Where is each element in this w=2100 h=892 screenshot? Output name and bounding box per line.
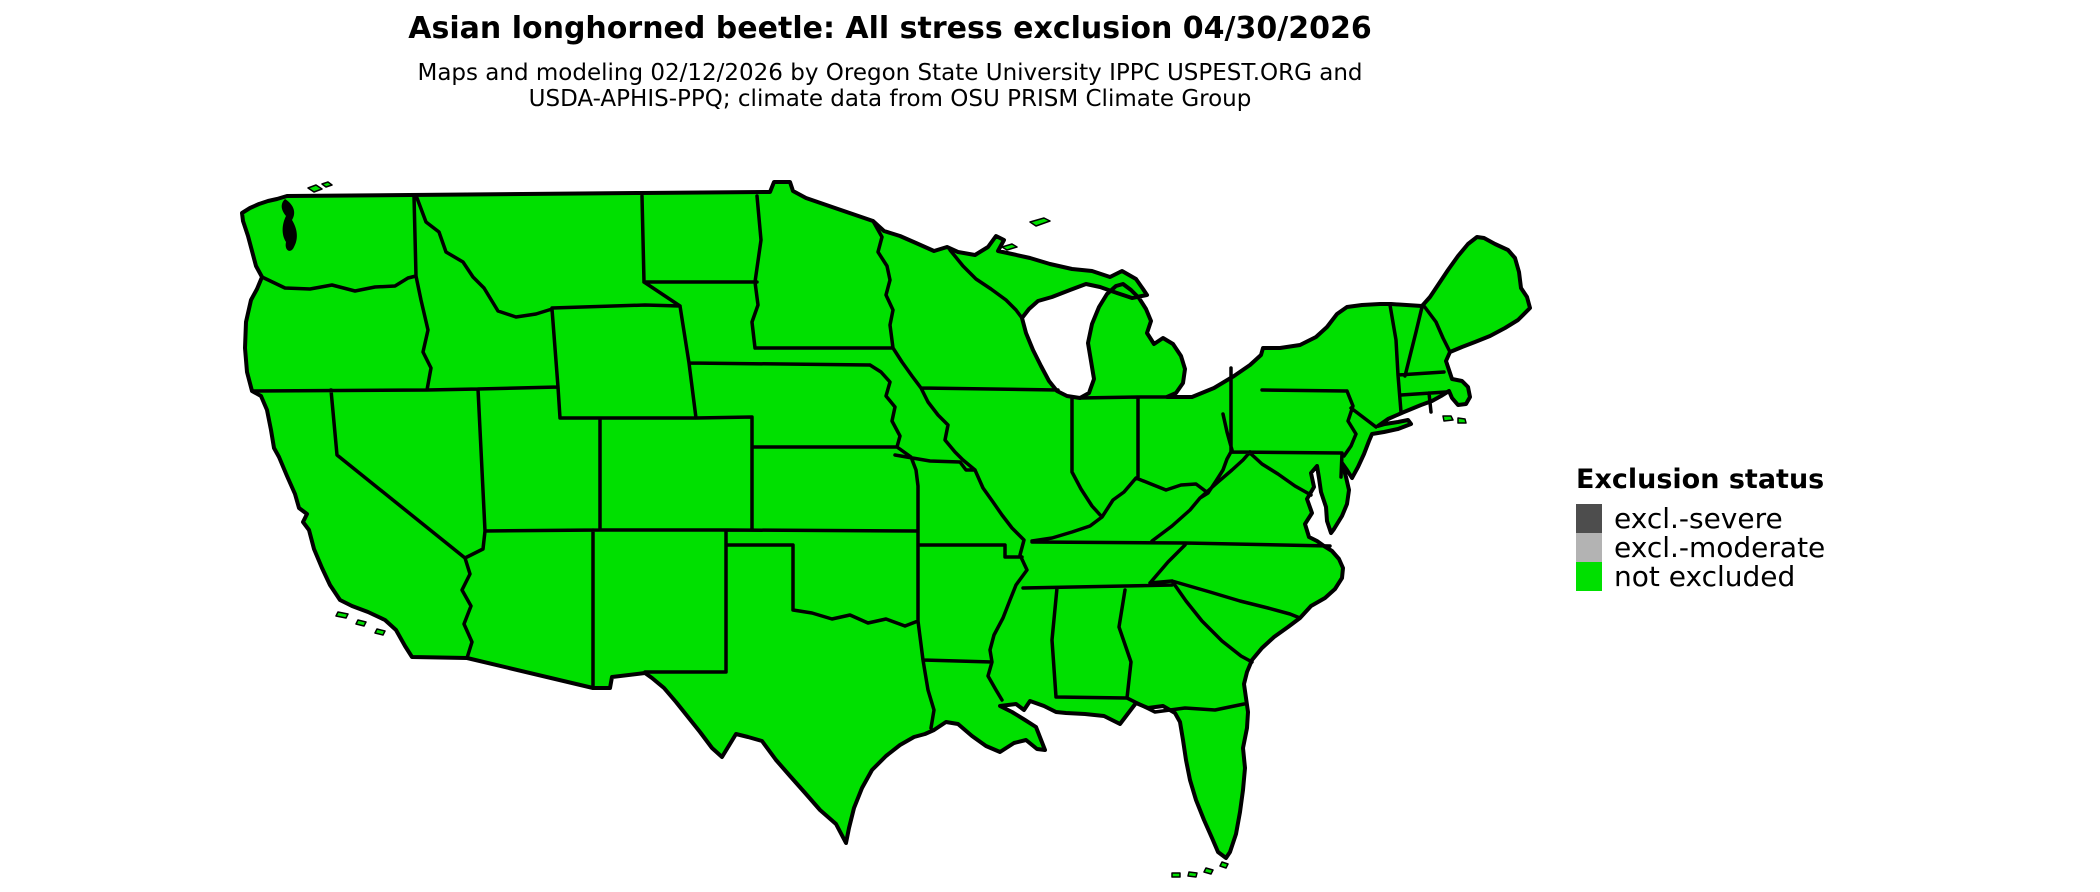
states-group — [240, 180, 1532, 878]
us-outline — [240, 180, 1532, 860]
puget-sound — [281, 199, 297, 251]
legend-row-severe: excl.-severe — [1576, 504, 1825, 533]
legend-title: Exclusion status — [1576, 464, 1825, 495]
map-header: Asian longhorned beetle: All stress excl… — [0, 11, 1780, 113]
state-borders — [250, 194, 1452, 730]
legend: Exclusion status excl.-severe excl.-mode… — [1576, 466, 1825, 591]
legend-row-moderate: excl.-moderate — [1576, 533, 1825, 562]
legend-swatch-moderate — [1576, 533, 1602, 562]
legend-label-severe: excl.-severe — [1614, 502, 1783, 535]
legend-swatch-not-excluded — [1576, 562, 1602, 591]
legend-label-moderate: excl.-moderate — [1614, 531, 1826, 564]
subtitle-line-1: Maps and modeling 02/12/2026 by Oregon S… — [417, 60, 1363, 86]
page-title: Asian longhorned beetle: All stress excl… — [408, 11, 1372, 46]
subtitle-line-2: USDA-APHIS-PPQ; climate data from OSU PR… — [528, 86, 1252, 112]
islands — [307, 181, 1467, 878]
legend-label-not-excluded: not excluded — [1614, 560, 1796, 593]
legend-swatch-severe — [1576, 504, 1602, 533]
map-subtitle: Maps and modeling 02/12/2026 by Oregon S… — [0, 60, 1780, 112]
legend-row-not-excluded: not excluded — [1576, 562, 1825, 591]
